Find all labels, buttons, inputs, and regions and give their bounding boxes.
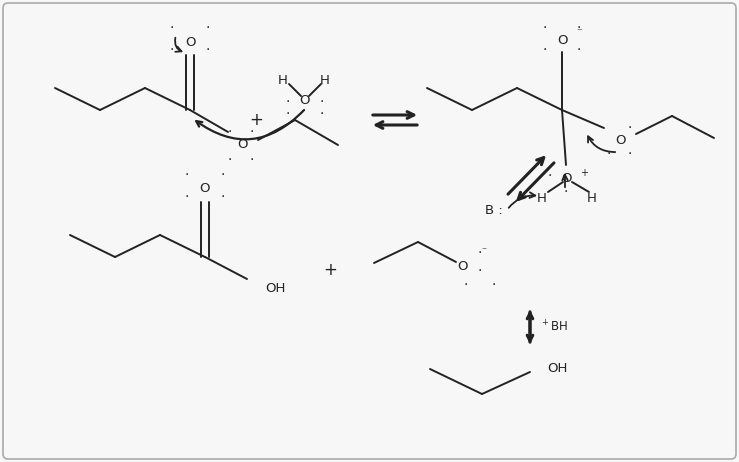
Text: ·: · — [185, 168, 189, 182]
Text: ·: · — [170, 21, 174, 35]
Text: ·: · — [478, 264, 482, 278]
Text: ⁻: ⁻ — [481, 246, 486, 256]
Text: ·: · — [577, 43, 581, 57]
Text: H: H — [537, 192, 547, 205]
Text: ·: · — [577, 21, 581, 35]
Text: ·: · — [221, 168, 225, 182]
Text: ·: · — [170, 43, 174, 57]
Text: O: O — [556, 34, 568, 47]
Text: ·: · — [221, 190, 225, 204]
Text: ·: · — [628, 121, 632, 135]
Text: ·: · — [320, 95, 324, 109]
Text: O: O — [200, 182, 211, 195]
Text: O: O — [457, 261, 467, 274]
Text: H: H — [320, 73, 330, 86]
Text: ·: · — [320, 107, 324, 121]
Text: ·: · — [206, 43, 210, 57]
FancyBboxPatch shape — [3, 3, 736, 459]
Text: +: + — [580, 168, 588, 178]
Text: OH: OH — [547, 363, 568, 376]
Text: $^+$BH: $^+$BH — [540, 319, 568, 334]
Text: ·: · — [286, 107, 290, 121]
Text: ·: · — [464, 278, 469, 292]
Text: O: O — [300, 93, 310, 107]
Text: +: + — [323, 261, 337, 279]
Text: ·: · — [185, 190, 189, 204]
Text: ·: · — [492, 278, 496, 292]
Text: O: O — [185, 36, 195, 49]
Text: ·: · — [206, 21, 210, 35]
Text: +: + — [249, 111, 263, 129]
Text: H: H — [587, 192, 597, 205]
Text: ·: · — [548, 169, 552, 183]
Text: ·: · — [564, 185, 568, 199]
Text: ·: · — [478, 246, 482, 260]
Text: O: O — [615, 134, 625, 146]
Text: O: O — [561, 171, 571, 184]
Text: ·: · — [228, 153, 232, 167]
Text: ·: · — [543, 43, 547, 57]
Text: ·: · — [628, 147, 632, 161]
Text: B :: B : — [485, 203, 503, 217]
Text: O: O — [236, 139, 248, 152]
Text: OH: OH — [265, 282, 285, 296]
Text: ⁻: ⁻ — [576, 27, 582, 37]
Text: ·: · — [250, 125, 254, 139]
Text: ·: · — [607, 147, 611, 161]
Text: ·: · — [228, 125, 232, 139]
Text: ·: · — [286, 95, 290, 109]
Text: H: H — [278, 73, 288, 86]
Text: ·: · — [543, 21, 547, 35]
Text: ·: · — [250, 153, 254, 167]
